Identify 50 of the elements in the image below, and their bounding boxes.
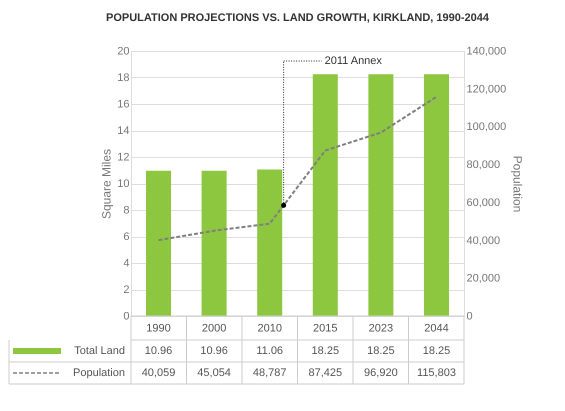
x-tick-label: 2010: [257, 322, 282, 334]
data-label: 40,059: [142, 367, 176, 379]
y-tick-label: 18: [117, 72, 130, 84]
y2-tick-label: 40,000: [466, 234, 500, 247]
bar: [146, 170, 172, 316]
y-tick-label: 8: [123, 204, 130, 216]
bar: [424, 74, 449, 316]
y-tick-label: 0: [123, 310, 130, 322]
x-tick-label: 1990: [146, 322, 171, 334]
y2-tick-label: 80,000: [466, 159, 500, 172]
data-label: 10.96: [144, 345, 172, 357]
data-label: 18.25: [312, 345, 340, 357]
data-label: 87,425: [308, 367, 342, 379]
annotation: 2011 Annex: [324, 55, 382, 67]
y-tick-label: 4: [123, 258, 130, 270]
y-tick-label: 2: [123, 284, 130, 296]
y-axis-title: Square Miles: [99, 148, 114, 220]
y2-tick-label: 120,000: [466, 83, 506, 96]
y2-tick-label: 0: [466, 310, 473, 322]
y-tick-label: 14: [117, 125, 130, 137]
data-label: 10.96: [200, 345, 228, 357]
x-tick-label: 2044: [424, 322, 449, 334]
legend-label: Total Land: [74, 345, 125, 357]
y-tick-label: 20: [117, 46, 130, 58]
bar: [368, 74, 394, 316]
legend-label: Population: [73, 367, 125, 379]
data-label: 18.25: [422, 345, 450, 357]
y2-tick-label: 100,000: [466, 121, 506, 134]
data-label: 115,803: [417, 367, 456, 379]
x-tick-label: 2015: [313, 322, 338, 334]
data-label: 11.06: [256, 345, 284, 357]
x-tick-label: 2000: [202, 322, 226, 334]
data-label: 45,054: [197, 367, 231, 379]
data-label: 96,920: [364, 367, 398, 379]
line-series: [158, 96, 438, 242]
data-label: 48,787: [252, 367, 287, 379]
y-tick-label: 6: [123, 231, 130, 243]
bar: [312, 74, 338, 316]
y2-tick-label: 60,000: [466, 196, 500, 209]
data-label: 18.25: [367, 345, 395, 357]
y2-tick-label: 20,000: [466, 272, 500, 285]
bar: [257, 169, 282, 316]
bar: [202, 170, 227, 316]
y-tick-label: 16: [117, 98, 130, 110]
x-tick-label: 2023: [368, 322, 394, 334]
y-tick-label: 10: [117, 178, 130, 190]
chart-title: POPULATION PROJECTIONS VS. LAND GROWTH, KIRKLAND, 1990-2044: [106, 12, 490, 24]
y2-axis-title: Population: [510, 156, 524, 212]
y2-tick-label: 140,000: [466, 46, 506, 58]
y-tick-label: 12: [117, 152, 130, 164]
